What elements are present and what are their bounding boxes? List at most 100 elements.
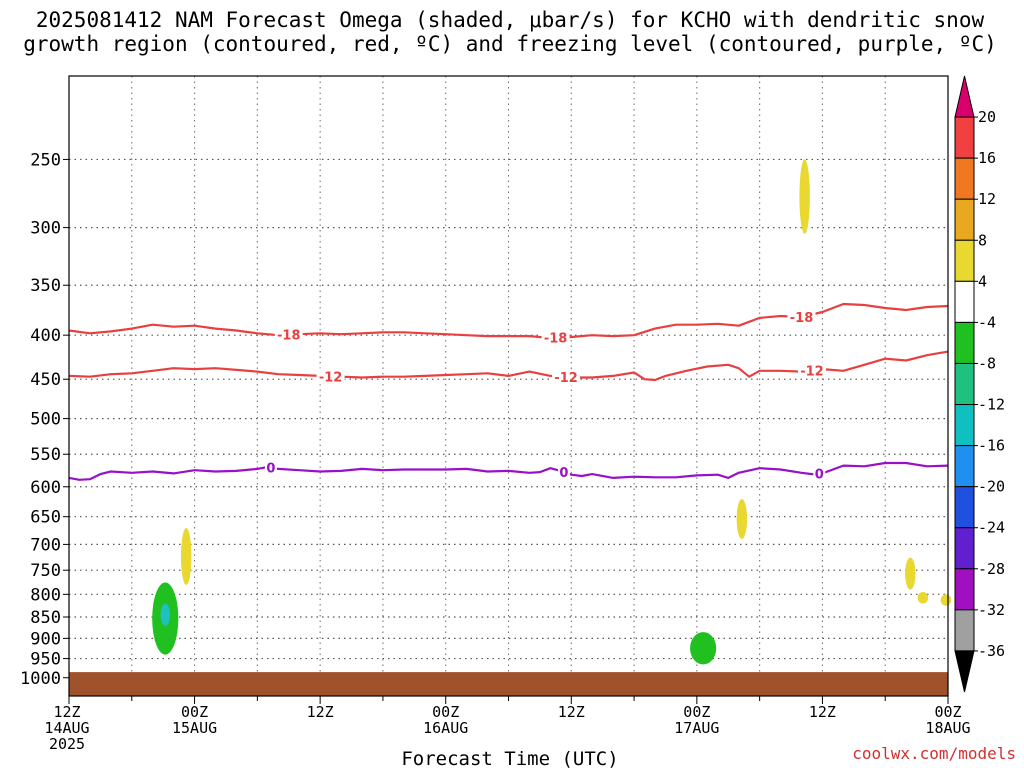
colorbar-swatch [954, 157, 975, 200]
colorbar-label: -20 [978, 478, 1005, 496]
colorbar-top-arrow [954, 75, 975, 118]
y-tick-label: 400 [30, 326, 61, 346]
contour-line--12 [68, 350, 949, 382]
omega-region-yellow [917, 591, 929, 604]
x-tick-label: 00Z [934, 703, 961, 721]
y-tick-label: 650 [30, 508, 61, 528]
colorbar-label: -4 [978, 313, 996, 331]
y-tick-label: 950 [30, 650, 61, 670]
chart-title-line-2: growth region (contoured, red, ºC) and f… [23, 32, 997, 56]
contour-label: -18 [544, 332, 568, 347]
omega-region-green [690, 632, 717, 665]
contour-label: -18 [277, 329, 301, 344]
contour-label: -18 [790, 311, 814, 326]
plot-background [69, 76, 948, 696]
x-tick-label: 17AUG [674, 719, 719, 737]
colorbar-label: -12 [978, 396, 1005, 414]
contour-label: 0 [266, 462, 275, 477]
colorbar-label: -32 [978, 601, 1005, 619]
x-tick-label: 16AUG [423, 719, 468, 737]
contour-label-bg [264, 459, 277, 476]
x-tick-label: 12Z [809, 703, 836, 721]
contour-label-bg [274, 326, 303, 343]
omega-region-yellow [180, 528, 192, 585]
y-tick-label: 1000 [20, 669, 61, 689]
omega-region-yellow [736, 499, 748, 540]
y-tick-label: 500 [30, 410, 61, 430]
colorbar-swatch [954, 321, 975, 364]
contour-label-bg [787, 308, 816, 325]
colorbar-label: -36 [978, 642, 1005, 660]
colorbar-label: 12 [978, 190, 996, 208]
contour-label-bg [797, 362, 826, 379]
colorbar: 20 16 12 8 4 -4 -8 -12 -16 -20 -24 -28 -32 -36 [954, 75, 1005, 693]
y-tick-label: 850 [30, 608, 61, 628]
contour-label: -12 [319, 370, 343, 385]
plot-area [69, 76, 948, 696]
colorbar-label: 20 [978, 108, 996, 126]
colorbar-swatch [954, 198, 975, 241]
colorbar-bottom-arrow [954, 650, 975, 693]
y-tick-label: 750 [30, 561, 61, 581]
contour-label-bg [552, 369, 581, 386]
x-tick-label: 12Z [307, 703, 334, 721]
chart-title-line-1: 2025081412 NAM Forecast Omega (shaded, μ… [36, 8, 985, 32]
omega-region-yellow [799, 159, 810, 234]
terrain [69, 672, 948, 696]
x-tick-label: 18AUG [925, 719, 970, 737]
colorbar-swatch [954, 527, 975, 570]
x-tick-label: 12Z [558, 703, 585, 721]
x-tick-label: 00Z [181, 703, 208, 721]
contour-label-bg [813, 465, 826, 482]
omega-shading [152, 159, 952, 665]
contour-label-bg [541, 329, 570, 346]
y-tick-label: 250 [30, 150, 61, 170]
colorbar-swatch [954, 280, 975, 323]
colorbar-swatch [954, 239, 975, 282]
contour-label: 0 [815, 468, 824, 483]
colorbar-swatch [954, 486, 975, 529]
y-tick-label: 350 [30, 276, 61, 296]
colorbar-label: -28 [978, 560, 1005, 578]
colorbar-swatch [954, 609, 975, 652]
colorbar-swatch [954, 568, 975, 611]
y-axis: 2503003504004505005506006507007508008509… [20, 150, 69, 689]
credit-text: coolwx.com/models [852, 744, 1016, 763]
y-tick-label: 300 [30, 219, 61, 239]
colorbar-label: -16 [978, 437, 1005, 455]
colorbar-label: 16 [978, 149, 996, 167]
x-tick-label: 12Z [53, 703, 80, 721]
contours: -18 -18 -18 -12 -12 -12 0 0 0 [68, 302, 949, 483]
y-tick-label: 700 [30, 535, 61, 555]
contour-label: -12 [554, 371, 578, 386]
y-tick-label: 550 [30, 445, 61, 465]
contour-label-bg [557, 464, 570, 481]
omega-region-cyan [160, 603, 170, 626]
colorbar-swatch [954, 445, 975, 488]
x-tick-label: 00Z [683, 703, 710, 721]
contour-line-0 [68, 461, 949, 481]
x-tick-label: 15AUG [172, 719, 217, 737]
y-tick-label: 450 [30, 370, 61, 390]
colorbar-swatch [954, 116, 975, 159]
colorbar-swatch [954, 404, 975, 447]
y-tick-label: 900 [30, 629, 61, 649]
colorbar-label: 8 [978, 231, 987, 249]
x-axis-label: Forecast Time (UTC) [401, 748, 618, 768]
y-tick-label: 600 [30, 478, 61, 498]
contour-label-bg [316, 368, 345, 385]
x-tick-label: 00Z [432, 703, 459, 721]
x-tick-label: 14AUG [44, 719, 89, 737]
terrain-fill [69, 672, 948, 696]
contour-label: 0 [559, 466, 568, 481]
omega-region-yellow [905, 557, 916, 590]
colorbar-label: 4 [978, 272, 987, 290]
colorbar-label: -8 [978, 354, 996, 372]
colorbar-swatch [954, 362, 975, 406]
contour-label: -12 [800, 364, 824, 379]
omega-region-yellow [940, 594, 952, 606]
y-tick-label: 800 [30, 585, 61, 605]
colorbar-label: -24 [978, 519, 1005, 537]
